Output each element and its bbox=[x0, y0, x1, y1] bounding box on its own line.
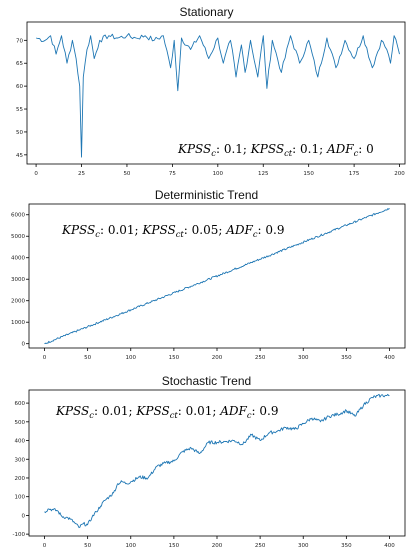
x-tick-label: 175 bbox=[349, 171, 360, 177]
y-tick-label: 5000 bbox=[11, 234, 25, 240]
y-tick-label: 50 bbox=[16, 130, 23, 136]
x-tick-label: 200 bbox=[394, 171, 405, 177]
y-tick-label: 300 bbox=[15, 457, 26, 463]
y-tick-label: 3000 bbox=[11, 277, 25, 283]
y-tick-label: 600 bbox=[15, 401, 26, 407]
x-tick-label: 75 bbox=[169, 171, 176, 177]
x-tick-label: 150 bbox=[169, 355, 180, 361]
chart-panel-deterministic-trend: Deterministic Trend 0 50 100 150 200 250 300 35… bbox=[0, 182, 413, 368]
y-tick-label: 65 bbox=[16, 61, 23, 67]
series-line bbox=[44, 393, 390, 529]
series-line bbox=[35, 33, 400, 158]
y-tick-label: 60 bbox=[16, 84, 23, 90]
chart-panel-stochastic-trend: Stochastic Trend 0 50 100 150 200 250 300 350 40… bbox=[0, 368, 413, 550]
x-tick-label: 100 bbox=[213, 171, 224, 177]
x-tick-label: 200 bbox=[212, 543, 223, 549]
x-tick-label: 250 bbox=[255, 355, 266, 361]
y-tick-label: 200 bbox=[15, 476, 26, 482]
y-tick-label: 6000 bbox=[11, 213, 25, 219]
x-tick-label: 25 bbox=[78, 171, 85, 177]
x-tick-label: 0 bbox=[34, 171, 38, 177]
y-tick-label: 1000 bbox=[11, 320, 25, 326]
x-tick-label: 300 bbox=[298, 355, 309, 361]
y-tick-label: 0 bbox=[22, 342, 26, 348]
chart-title: Stationary bbox=[179, 5, 234, 19]
x-tick-label: 350 bbox=[341, 355, 352, 361]
y-tick-label: 500 bbox=[15, 420, 26, 426]
x-tick-label: 125 bbox=[258, 171, 269, 177]
x-tick-label: 200 bbox=[212, 355, 223, 361]
series-line bbox=[44, 207, 390, 345]
y-tick-label: 4000 bbox=[11, 256, 25, 262]
x-tick-label: 0 bbox=[43, 543, 47, 549]
y-tick-label: 55 bbox=[16, 107, 23, 113]
y-tick-label: 70 bbox=[16, 38, 23, 44]
x-tick-label: 50 bbox=[84, 543, 91, 549]
x-tick-label: 150 bbox=[169, 543, 180, 549]
x-tick-label: 100 bbox=[126, 355, 137, 361]
y-tick-label: 45 bbox=[16, 153, 23, 159]
x-tick-label: 0 bbox=[43, 355, 47, 361]
plot-frame bbox=[26, 21, 406, 165]
test-statistics-annotation: KPSSc: 0.01; KPSSct: 0.01; ADFc: 0.9 bbox=[55, 404, 278, 420]
y-tick-label: -100 bbox=[13, 532, 26, 538]
x-tick-label: 150 bbox=[303, 171, 314, 177]
x-tick-label: 50 bbox=[84, 355, 91, 361]
x-tick-label: 300 bbox=[298, 543, 309, 549]
y-tick-label: 0 bbox=[22, 513, 26, 519]
chart-panel-stationary: Stationary 0 25 50 75 100 125 150 175 200 45 50 55 6… bbox=[0, 0, 413, 177]
x-tick-label: 400 bbox=[384, 355, 395, 361]
y-tick-label: 2000 bbox=[11, 299, 25, 305]
chart-title: Stochastic Trend bbox=[161, 374, 252, 388]
stationary-chart: 0 25 50 75 100 125 150 175 200 45 50 55 60 65 70 KPSSc:… bbox=[16, 21, 406, 177]
x-tick-label: 400 bbox=[384, 543, 395, 549]
chart-title: Deterministic Trend bbox=[154, 188, 259, 202]
test-statistics-annotation: KPSSc: 0.1; KPSSct: 0.1; ADFc: 0 bbox=[177, 142, 374, 158]
test-statistics-annotation: KPSSc: 0.01; KPSSct: 0.05; ADFc: 0.9 bbox=[61, 223, 284, 239]
y-tick-label: 100 bbox=[15, 495, 26, 501]
stochastic-trend-chart: 0 50 100 150 200 250 300 350 400 -100 0 100 200 300 40… bbox=[13, 389, 406, 549]
x-tick-label: 100 bbox=[126, 543, 137, 549]
x-tick-label: 350 bbox=[341, 543, 352, 549]
x-tick-label: 50 bbox=[123, 171, 130, 177]
deterministic-trend-chart: 0 50 100 150 200 250 300 350 4000100020003000400… bbox=[11, 203, 406, 361]
x-tick-label: 250 bbox=[255, 543, 266, 549]
y-tick-label: 400 bbox=[15, 439, 26, 445]
